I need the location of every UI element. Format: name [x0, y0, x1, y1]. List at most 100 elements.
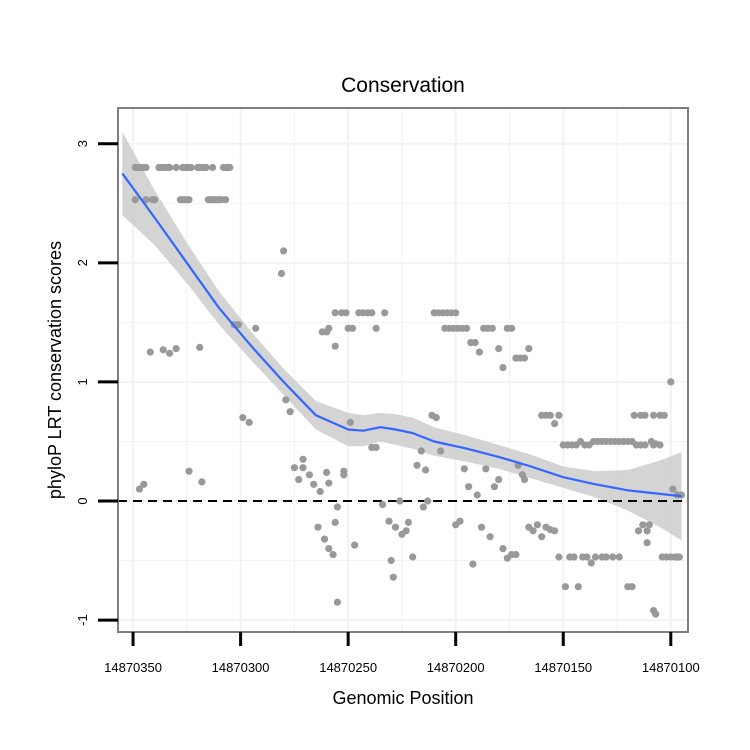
data-point: [432, 414, 440, 422]
data-point: [402, 527, 410, 535]
data-point: [146, 348, 154, 356]
data-point: [460, 465, 468, 473]
data-point: [305, 471, 313, 479]
data-point: [570, 553, 578, 561]
data-point: [385, 517, 393, 525]
x-tick-label: 14870200: [427, 660, 485, 675]
data-point: [525, 345, 533, 353]
data-point: [331, 518, 339, 527]
data-point: [333, 598, 341, 606]
data-point: [486, 533, 494, 541]
data-point: [299, 455, 307, 463]
confidence-ribbon: [122, 131, 682, 541]
data-point: [342, 309, 350, 317]
data-point: [277, 269, 286, 278]
data-point: [159, 346, 167, 354]
data-point: [452, 309, 460, 317]
data-point: [404, 518, 412, 527]
data-point: [185, 467, 193, 475]
data-point: [652, 610, 660, 618]
data-point: [202, 163, 210, 172]
data-point: [533, 521, 542, 529]
data-point: [643, 539, 651, 547]
data-point: [333, 503, 341, 511]
data-point: [471, 339, 479, 347]
data-point: [239, 414, 247, 422]
data-point: [508, 324, 516, 332]
data-point: [142, 163, 150, 172]
data-point: [226, 163, 234, 172]
data-point: [417, 447, 425, 455]
data-point: [520, 354, 529, 362]
data-point: [551, 420, 559, 428]
data-point: [656, 441, 664, 449]
data-point: [628, 583, 636, 591]
data-point: [650, 411, 658, 419]
data-point: [630, 411, 638, 419]
data-point: [166, 349, 174, 357]
data-point: [172, 163, 180, 172]
data-point: [490, 483, 498, 491]
data-point: [295, 476, 303, 484]
data-point: [465, 483, 473, 491]
data-point: [413, 461, 421, 469]
data-point: [609, 553, 617, 561]
data-point: [499, 364, 507, 372]
y-tick-label: 2: [75, 259, 90, 266]
data-point: [551, 527, 559, 535]
data-point: [512, 551, 520, 559]
data-point: [310, 480, 318, 488]
x-axis: 14870350 14870300 14870250 14870200 14870150…: [104, 632, 700, 675]
data-point: [234, 321, 243, 329]
data-point: [172, 345, 180, 353]
data-point: [245, 418, 253, 426]
data-point: [290, 464, 298, 472]
data-point: [325, 545, 333, 553]
data-point: [634, 527, 643, 535]
data-point: [372, 324, 380, 332]
data-point: [473, 491, 481, 499]
data-point: [131, 196, 139, 204]
chart-title: Conservation: [341, 74, 465, 97]
data-point: [346, 418, 354, 426]
data-point: [477, 523, 486, 531]
data-point: [185, 196, 193, 204]
points-layer: [131, 163, 686, 618]
data-point: [314, 523, 322, 531]
data-point: [587, 559, 595, 567]
data-point: [615, 553, 623, 561]
smooth-line-layer: [121, 172, 682, 498]
y-tick-label: 0: [75, 497, 90, 504]
data-point: [325, 324, 333, 332]
data-point: [282, 396, 290, 404]
data-point: [252, 324, 260, 332]
data-point: [675, 553, 684, 561]
data-point: [340, 471, 348, 479]
data-point: [368, 309, 376, 317]
data-point: [391, 523, 400, 531]
data-point: [381, 309, 389, 317]
data-point: [456, 517, 464, 525]
data-point: [660, 411, 668, 419]
confidence-ribbon-layer: [122, 131, 682, 541]
data-point: [645, 521, 653, 529]
data-point: [639, 521, 647, 529]
data-point: [499, 545, 507, 553]
data-point: [602, 553, 610, 561]
data-point: [151, 196, 159, 204]
data-point: [396, 497, 404, 505]
data-point: [469, 560, 477, 568]
data-point: [320, 535, 329, 543]
data-point: [325, 479, 333, 487]
data-point: [641, 441, 649, 449]
panel-border: [117, 107, 689, 633]
y-tick-label: 3: [75, 140, 90, 147]
data-point: [387, 556, 395, 565]
data-point: [351, 541, 359, 549]
data-point: [495, 476, 503, 484]
data-point: [419, 503, 427, 511]
data-point: [198, 478, 206, 486]
data-point: [422, 466, 430, 474]
